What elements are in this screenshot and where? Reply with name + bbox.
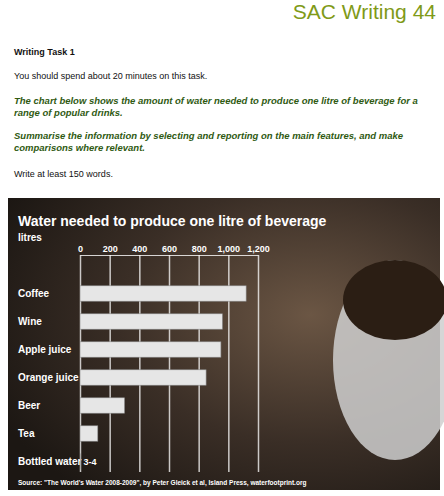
x-axis: 0 200 400 600 800 1,000 1,200 xyxy=(78,244,270,472)
x-tick: 800 xyxy=(192,244,207,472)
bar xyxy=(80,454,81,469)
bar xyxy=(80,370,206,385)
y-tick-label: Coffee xyxy=(18,288,50,299)
cup xyxy=(333,260,444,460)
task-prompt: The chart below shows the amount of wate… xyxy=(14,95,434,119)
x-tick-label: 1,200 xyxy=(247,244,270,254)
y-tick-label: Bottled water xyxy=(18,456,81,467)
x-tick-label: 1,000 xyxy=(218,244,241,254)
instruction: You should spend about 20 minutes on thi… xyxy=(14,71,207,81)
y-tick-label: Tea xyxy=(18,428,35,439)
coffee xyxy=(343,260,444,340)
x-tick-label: 0 xyxy=(78,244,83,254)
x-tick: 200 xyxy=(103,244,118,472)
y-tick: Orange juice xyxy=(18,372,79,383)
y-tick-label: Orange juice xyxy=(18,372,79,383)
bar xyxy=(80,342,221,357)
task-prompt: Summarise the information by selecting a… xyxy=(14,130,434,154)
y-axis: Coffee Wine Apple juice Orange juice Beer Tea… xyxy=(18,288,81,467)
y-tick: Tea xyxy=(18,428,35,439)
bar xyxy=(80,286,246,301)
x-tick: 1,000 xyxy=(218,244,241,472)
source-note: Source: "The World's Water 2008-2009", b… xyxy=(18,479,306,487)
data-label: 3-4 xyxy=(84,457,97,467)
x-tick-label: 600 xyxy=(162,244,177,254)
bars xyxy=(80,286,246,469)
y-tick-label: Wine xyxy=(18,316,42,327)
task-title: Writing Task 1 xyxy=(14,47,75,57)
word-count: Write at least 150 words. xyxy=(14,169,113,179)
y-tick-label: Beer xyxy=(18,400,40,411)
y-tick: Apple juice xyxy=(18,344,72,355)
bar xyxy=(80,426,98,441)
y-tick: Coffee xyxy=(18,288,50,299)
x-tick: 1,200 xyxy=(247,244,270,472)
bar xyxy=(80,314,222,329)
page-header: SAC Writing 44 xyxy=(293,0,436,24)
y-tick-label: Apple juice xyxy=(18,344,72,355)
x-tick: 600 xyxy=(162,244,177,472)
bar xyxy=(80,398,125,413)
y-tick: Beer xyxy=(18,400,40,411)
x-tick-label: 400 xyxy=(132,244,147,254)
y-tick: Wine xyxy=(18,316,42,327)
chart-title: Water needed to produce one litre of bev… xyxy=(18,213,327,229)
y-tick: Bottled water xyxy=(18,456,81,467)
x-tick: 400 xyxy=(132,244,147,472)
x-tick-label: 800 xyxy=(192,244,207,254)
axis-label: litres xyxy=(18,232,42,243)
x-tick-label: 200 xyxy=(103,244,118,254)
grid-line xyxy=(258,255,260,472)
